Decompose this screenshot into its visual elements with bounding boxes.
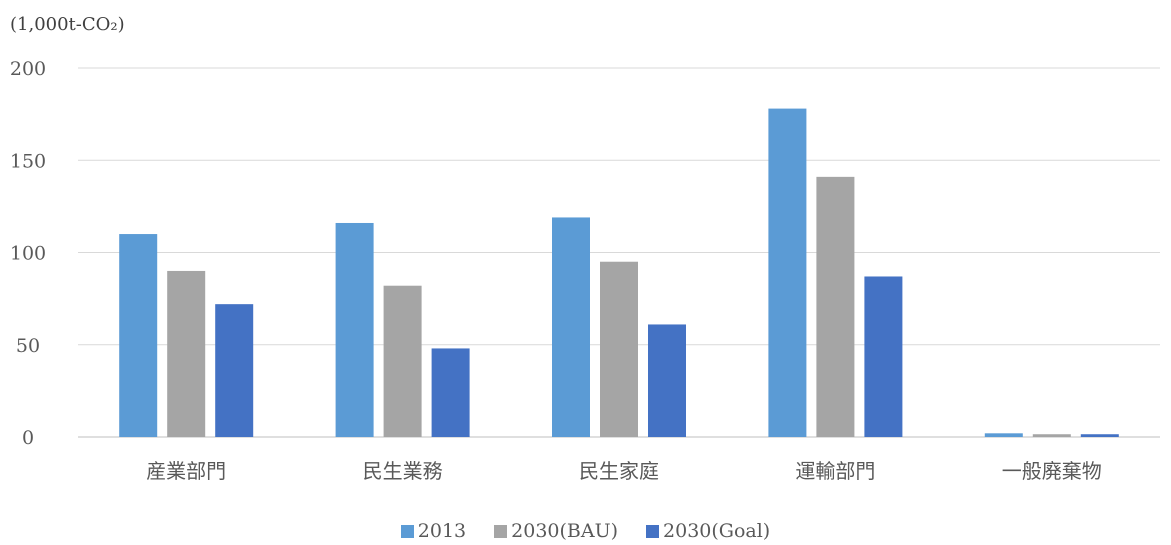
legend-label-2030-goal: 2030(Goal) xyxy=(663,520,771,542)
legend-item-2030-bau: 2030(BAU) xyxy=(494,520,618,542)
bar xyxy=(864,276,903,437)
bar xyxy=(648,324,686,437)
bar xyxy=(119,234,158,437)
x-category-label: 運輸部門 xyxy=(795,459,875,483)
y-tick-label: 50 xyxy=(16,335,40,357)
bar xyxy=(431,348,470,437)
bar xyxy=(383,285,422,437)
legend-item-2013: 2013 xyxy=(400,520,467,542)
y-axis-unit-label: (1,000t-CO₂) xyxy=(10,14,125,35)
legend-label-2030-bau: 2030(BAU) xyxy=(511,520,619,542)
bar xyxy=(167,270,206,437)
legend-swatch-2013 xyxy=(400,524,414,538)
chart-legend: 2013 2030(BAU) 2030(Goal) xyxy=(0,520,1171,542)
y-tick-label: 200 xyxy=(10,58,46,80)
legend-swatch-2030-goal xyxy=(646,524,660,538)
legend-swatch-2030-bau xyxy=(494,524,508,538)
y-tick-label: 0 xyxy=(22,427,34,449)
legend-item-2030-goal: 2030(Goal) xyxy=(646,520,770,542)
x-category-label: 民生業務 xyxy=(363,459,443,483)
x-category-label: 産業部門 xyxy=(146,459,226,483)
bar xyxy=(768,108,807,437)
y-tick-label: 100 xyxy=(10,243,46,265)
bar xyxy=(215,304,254,437)
legend-label-2013: 2013 xyxy=(417,520,467,542)
x-category-label: 民生家庭 xyxy=(579,459,659,483)
bar xyxy=(984,433,1023,437)
bar xyxy=(552,217,590,437)
bar xyxy=(816,176,855,438)
y-tick-label: 150 xyxy=(10,150,46,172)
x-category-label: 一般廃棄物 xyxy=(1002,459,1102,483)
bar xyxy=(335,222,374,437)
bar xyxy=(600,261,638,437)
bar xyxy=(1032,434,1071,437)
bar xyxy=(1080,434,1119,437)
